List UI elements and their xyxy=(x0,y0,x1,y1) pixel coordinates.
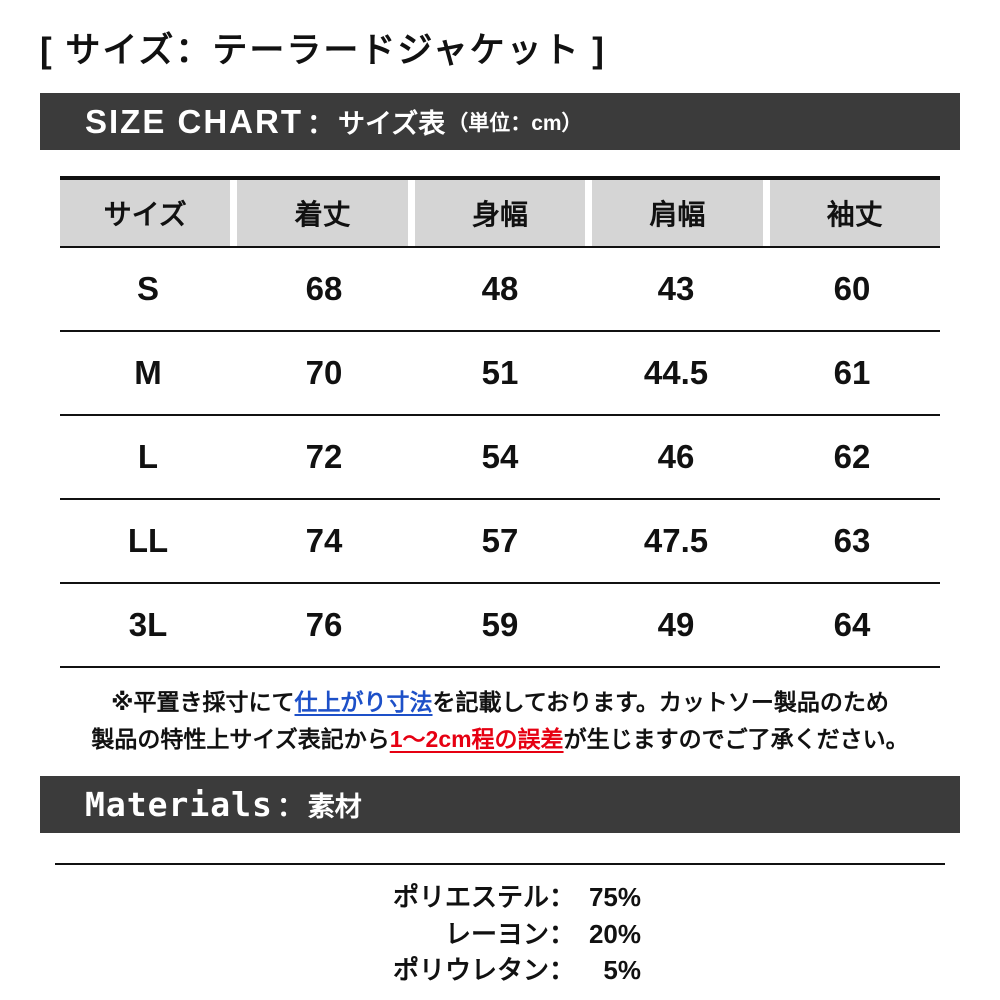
size-cell: 3L xyxy=(60,584,236,666)
materials-banner: Materials ： 素材 xyxy=(40,775,960,833)
size-cell: L xyxy=(60,416,236,498)
size-cell: LL xyxy=(60,500,236,582)
value-cell: 63 xyxy=(764,500,940,582)
table-row-l: L 72 54 46 62 xyxy=(60,414,940,498)
material-name: ポリウレタン xyxy=(392,955,549,986)
page-title: [ サイズ：テーラードジャケット ] xyxy=(40,31,606,70)
value-cell: 72 xyxy=(236,416,412,498)
header-cell-shoulder: 肩幅 xyxy=(592,180,763,246)
value-cell: 47.5 xyxy=(588,500,764,582)
size-chart-banner-title-ja: サイズ表 xyxy=(338,109,446,139)
note-segment: ※平置き採寸にて xyxy=(111,689,295,715)
size-chart-banner: SIZE CHART ： サイズ表 （単位：cm） xyxy=(40,93,960,150)
value-cell: 62 xyxy=(764,416,940,498)
value-cell: 57 xyxy=(412,500,588,582)
value-cell: 51 xyxy=(412,332,588,414)
material-name: ポリエステル xyxy=(392,881,549,912)
value-cell: 60 xyxy=(764,248,940,330)
note-segment: を記載しております。カットソー製品のため xyxy=(432,689,889,715)
materials-list: ポリエステル ： 75% レーヨン ： 20% ポリウレタン ： 5% xyxy=(40,879,960,990)
materials-banner-separator: ： xyxy=(276,791,304,822)
table-row-m: M 70 51 44.5 61 xyxy=(60,330,940,414)
value-cell: 76 xyxy=(236,584,412,666)
value-cell: 46 xyxy=(588,416,764,498)
note-highlight-red: 1〜2cm程の誤差 xyxy=(389,725,564,752)
size-chart-banner-separator: ： xyxy=(307,109,334,139)
material-row-polyester: ポリエステル ： 75% xyxy=(40,879,960,916)
table-row-3l: 3L 76 59 49 64 xyxy=(60,582,940,666)
value-cell: 61 xyxy=(764,332,940,414)
note-highlight-blue: 仕上がり寸法 xyxy=(294,689,433,715)
material-value: 20% xyxy=(588,918,641,949)
header-cell-width: 身幅 xyxy=(414,180,586,246)
table-row-ll: LL 74 57 47.5 63 xyxy=(60,498,940,582)
value-cell: 74 xyxy=(236,500,412,582)
header-cell-size: サイズ xyxy=(60,180,231,246)
size-cell: S xyxy=(60,248,236,330)
materials-banner-title-ja: 素材 xyxy=(307,791,362,822)
header-cell-length: 着丈 xyxy=(237,180,408,246)
value-cell: 70 xyxy=(236,332,412,414)
value-cell: 43 xyxy=(588,248,764,330)
material-separator: ： xyxy=(549,918,576,949)
value-cell: 68 xyxy=(236,248,412,330)
size-chart-banner-title-en: SIZE CHART xyxy=(85,102,303,140)
value-cell: 59 xyxy=(412,584,588,666)
value-cell: 44.5 xyxy=(588,332,764,414)
note-segment: 製品の特性上サイズ表記から xyxy=(91,725,390,752)
material-row-polyurethane: ポリウレタン ： 5% xyxy=(40,952,960,989)
measurement-note: ※平置き採寸にて仕上がり寸法を記載しております。カットソー製品のため 製品の特性… xyxy=(40,684,960,758)
value-cell: 54 xyxy=(412,416,588,498)
value-cell: 49 xyxy=(588,584,764,666)
size-cell: M xyxy=(60,332,236,414)
value-cell: 64 xyxy=(764,584,940,666)
header-cell-sleeve: 袖丈 xyxy=(769,180,940,246)
material-value: 75% xyxy=(588,881,641,912)
size-chart-banner-unit: （単位：cm） xyxy=(447,111,583,135)
note-segment: が生じますのでご了承ください。 xyxy=(563,725,909,752)
table-row-s: S 68 48 43 60 xyxy=(60,246,940,330)
value-cell: 48 xyxy=(412,248,588,330)
size-table: サイズ 着丈 身幅 肩幅 袖丈 S 68 48 43 60 M 70 51 44… xyxy=(60,176,940,668)
material-separator: ： xyxy=(549,881,576,912)
material-row-rayon: レーヨン ： 20% xyxy=(40,916,960,953)
material-value: 5% xyxy=(603,955,641,986)
material-separator: ： xyxy=(549,955,576,986)
materials-banner-title-en: Materials xyxy=(85,784,273,824)
materials-divider xyxy=(55,862,945,865)
material-name: レーヨン xyxy=(444,918,549,949)
table-header-row: サイズ 着丈 身幅 肩幅 袖丈 xyxy=(60,180,940,246)
